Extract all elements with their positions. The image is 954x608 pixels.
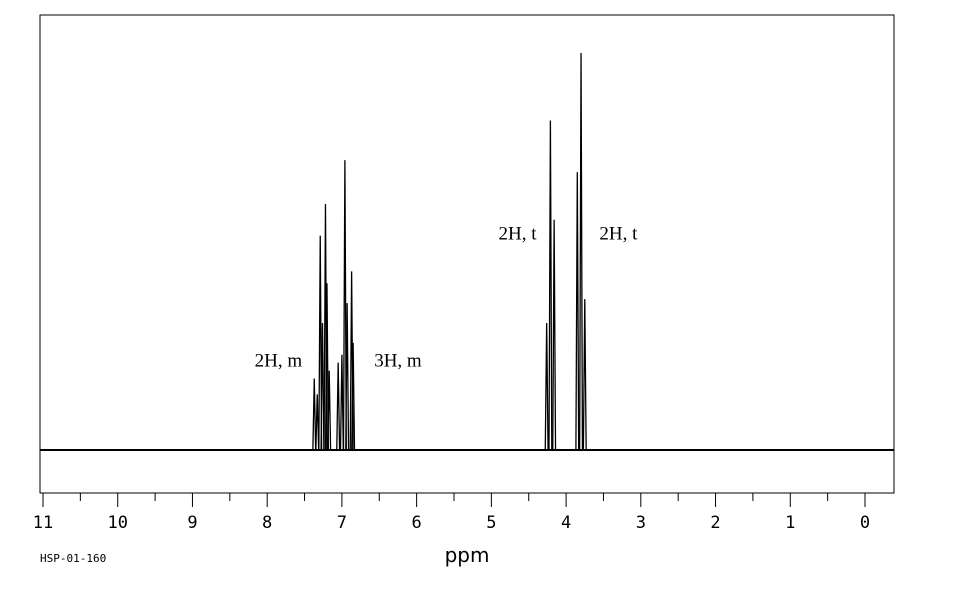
spectrum-peaks bbox=[312, 52, 587, 451]
x-axis-ticks bbox=[42, 493, 866, 507]
peak-annotation: 2H, m bbox=[255, 351, 303, 372]
x-tick-label: 8 bbox=[262, 513, 272, 533]
x-tick-label: 7 bbox=[337, 513, 347, 533]
peak-13 bbox=[544, 322, 549, 451]
x-axis-tick-labels: 11 10 9 8 7 6 5 4 3 2 1 0 bbox=[33, 513, 870, 533]
peak-5 bbox=[324, 283, 330, 451]
x-tick-label: 3 bbox=[636, 513, 646, 533]
peak-18 bbox=[582, 299, 587, 451]
x-tick-label: 10 bbox=[107, 513, 127, 533]
peak-16 bbox=[575, 172, 580, 451]
spectrum-id-label: HSP-01-160 bbox=[40, 552, 106, 565]
peak-1 bbox=[315, 394, 320, 451]
peak-2 bbox=[318, 235, 323, 451]
peak-0 bbox=[312, 378, 317, 451]
peak-annotation: 3H, m bbox=[374, 351, 422, 372]
peak-17 bbox=[578, 52, 584, 451]
peak-14 bbox=[548, 120, 553, 451]
x-tick-label: 6 bbox=[412, 513, 422, 533]
peak-annotations: 2H, m 3H, m 2H, t 2H, t bbox=[255, 224, 638, 372]
peak-10 bbox=[345, 303, 350, 451]
peak-15 bbox=[552, 219, 557, 451]
peak-annotation: 2H, t bbox=[599, 224, 638, 245]
peak-8 bbox=[339, 354, 344, 451]
x-axis-label: ppm bbox=[445, 543, 490, 567]
peak-6 bbox=[327, 370, 332, 451]
x-tick-label: 1 bbox=[785, 513, 795, 533]
peak-9 bbox=[342, 160, 347, 451]
x-tick-label: 2 bbox=[710, 513, 720, 533]
x-tick-label: 4 bbox=[561, 513, 571, 533]
peak-annotation: 2H, t bbox=[499, 224, 538, 245]
peak-3 bbox=[320, 322, 325, 451]
plot-frame bbox=[39, 14, 895, 494]
x-tick-label: 5 bbox=[486, 513, 496, 533]
x-tick-label: 0 bbox=[860, 513, 870, 533]
x-tick-label: 11 bbox=[33, 513, 53, 533]
peak-7 bbox=[336, 362, 341, 451]
peak-12 bbox=[351, 342, 356, 451]
x-tick-label: 9 bbox=[187, 513, 197, 533]
